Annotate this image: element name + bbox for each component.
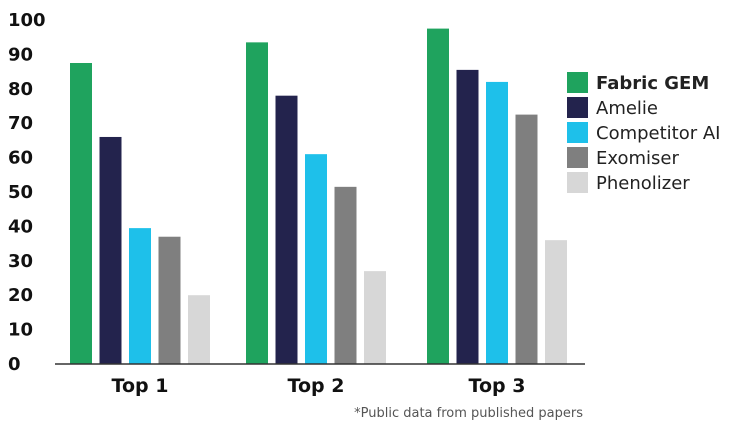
legend-swatch — [567, 72, 588, 93]
y-tick-label: 10 — [8, 320, 33, 341]
bar-fabric-gem-top-3 — [427, 28, 449, 364]
x-axis-labels: Top 1 Top 2 Top 3 — [112, 375, 526, 397]
y-tick-label: 60 — [8, 148, 33, 169]
legend-label: Amelie — [596, 98, 658, 119]
bars — [70, 28, 567, 365]
legend-label: Phenolizer — [596, 173, 690, 194]
y-tick-label: 100 — [8, 10, 46, 31]
bar-competitor-ai-top-2 — [305, 154, 327, 364]
bar-amelie-top-1 — [99, 136, 122, 364]
legend-swatch — [567, 172, 588, 193]
x-category-label: Top 2 — [288, 375, 345, 397]
y-tick-label: 30 — [8, 251, 33, 272]
legend: Fabric GEM Amelie Competitor AI Exomiser Phe… — [567, 72, 721, 194]
legend-label: Competitor AI — [596, 123, 721, 144]
bar-exomiser-top-2 — [334, 186, 357, 364]
bar-exomiser-top-1 — [158, 236, 181, 364]
bar-amelie-top-2 — [275, 95, 298, 365]
y-axis-ticks: 0 10 20 30 40 50 60 70 80 90 100 — [8, 10, 46, 375]
x-category-label: Top 1 — [112, 375, 169, 397]
legend-swatch — [567, 97, 588, 118]
legend-swatch — [567, 147, 588, 168]
y-tick-label: 0 — [8, 354, 21, 375]
y-tick-label: 40 — [8, 216, 33, 237]
y-tick-label: 20 — [8, 285, 33, 306]
x-category-label: Top 3 — [469, 375, 526, 397]
bar-phenolizer-top-3 — [545, 240, 567, 364]
bar-exomiser-top-3 — [515, 114, 538, 364]
y-tick-label: 70 — [8, 113, 33, 134]
bar-phenolizer-top-2 — [364, 271, 386, 364]
bar-phenolizer-top-1 — [188, 295, 210, 364]
legend-label: Exomiser — [596, 148, 679, 169]
bar-competitor-ai-top-1 — [129, 228, 151, 364]
bar-fabric-gem-top-1 — [70, 63, 92, 364]
bar-competitor-ai-top-3 — [486, 81, 508, 365]
legend-swatch — [567, 122, 588, 143]
bar-amelie-top-3 — [456, 69, 479, 364]
legend-label: Fabric GEM — [596, 73, 709, 94]
bar-fabric-gem-top-2 — [246, 42, 268, 365]
y-tick-label: 80 — [8, 79, 33, 100]
y-tick-label: 90 — [8, 44, 33, 65]
y-tick-label: 50 — [8, 182, 33, 203]
footnote: *Public data from published papers — [354, 406, 583, 421]
